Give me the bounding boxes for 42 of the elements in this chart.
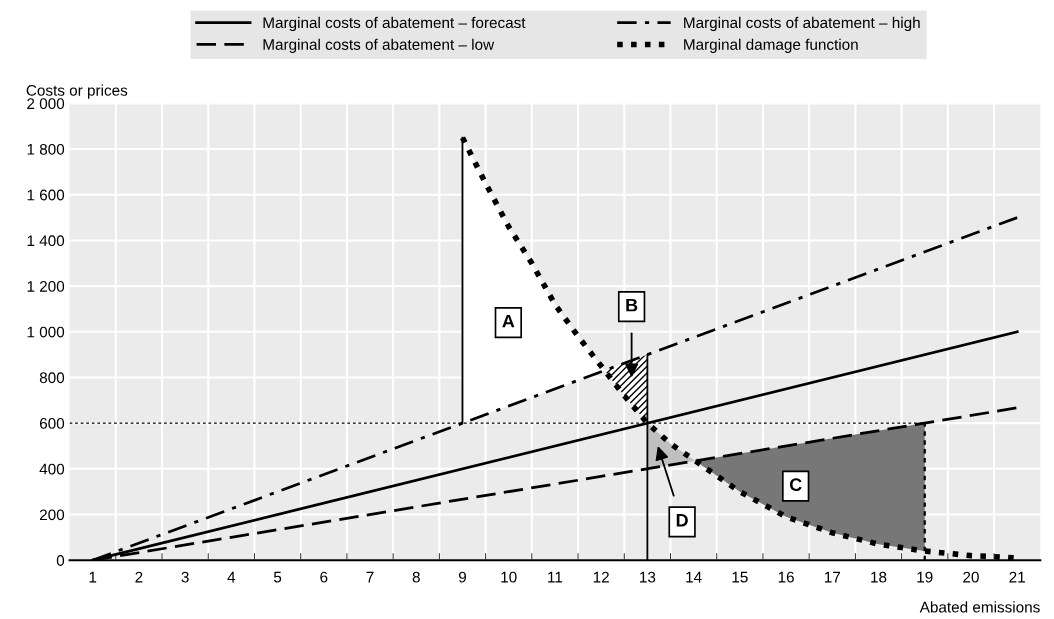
x-tick-label: 21 xyxy=(1009,571,1025,583)
x-tick-label: 5 xyxy=(273,571,282,583)
x-tick-label: 2 xyxy=(135,571,143,583)
x-tick-label: 9 xyxy=(458,571,466,583)
legend-label: Marginal costs of abatement – forecast xyxy=(263,16,526,32)
y-tick-label: 1 000 xyxy=(27,326,65,338)
annotation: A xyxy=(502,314,515,328)
x-tick-label: 13 xyxy=(640,571,656,583)
x-tick-label: 19 xyxy=(917,571,933,583)
annotation: C xyxy=(789,478,802,492)
legend-label: Marginal damage function xyxy=(684,38,858,53)
y-tick-label: 200 xyxy=(39,509,65,521)
legend-label: Marginal costs of abatement – low xyxy=(263,38,495,53)
y-tick-label: 800 xyxy=(39,372,65,384)
y-tick-label: 2 000 xyxy=(27,98,65,110)
legend-label: Marginal costs of abatement – high xyxy=(684,16,920,32)
x-tick-label: 16 xyxy=(778,571,794,583)
x-tick-label: 10 xyxy=(501,571,517,583)
x-tick-label: 17 xyxy=(824,571,841,583)
annotation: B xyxy=(626,298,638,312)
x-tick-label: 15 xyxy=(732,571,748,583)
x-axis-title: Abated emissions xyxy=(919,601,1040,613)
y-tick-label: 1 600 xyxy=(27,189,65,201)
x-tick-label: 12 xyxy=(593,571,609,583)
x-tick-label: 7 xyxy=(366,571,374,583)
annotation: D xyxy=(676,514,688,527)
x-tick-label: 20 xyxy=(963,571,979,583)
x-tick-label: 1 xyxy=(89,571,97,583)
y-tick-label: 0 xyxy=(56,555,65,566)
x-tick-label: 18 xyxy=(871,571,887,583)
y-tick-label: 1 400 xyxy=(27,235,65,247)
y-axis-title: Costs or prices xyxy=(26,84,128,99)
y-tick-label: 1 200 xyxy=(27,280,65,292)
y-tick-label: 1 800 xyxy=(27,143,65,155)
x-tick-label: 4 xyxy=(227,571,236,583)
x-tick-label: 11 xyxy=(548,571,563,583)
y-tick-label: 600 xyxy=(39,418,65,429)
y-tick-label: 400 xyxy=(39,463,65,475)
x-tick-label: 6 xyxy=(320,571,328,583)
x-tick-label: 14 xyxy=(686,571,702,583)
x-tick-label: 8 xyxy=(412,571,420,583)
x-tick-label: 3 xyxy=(181,571,189,583)
